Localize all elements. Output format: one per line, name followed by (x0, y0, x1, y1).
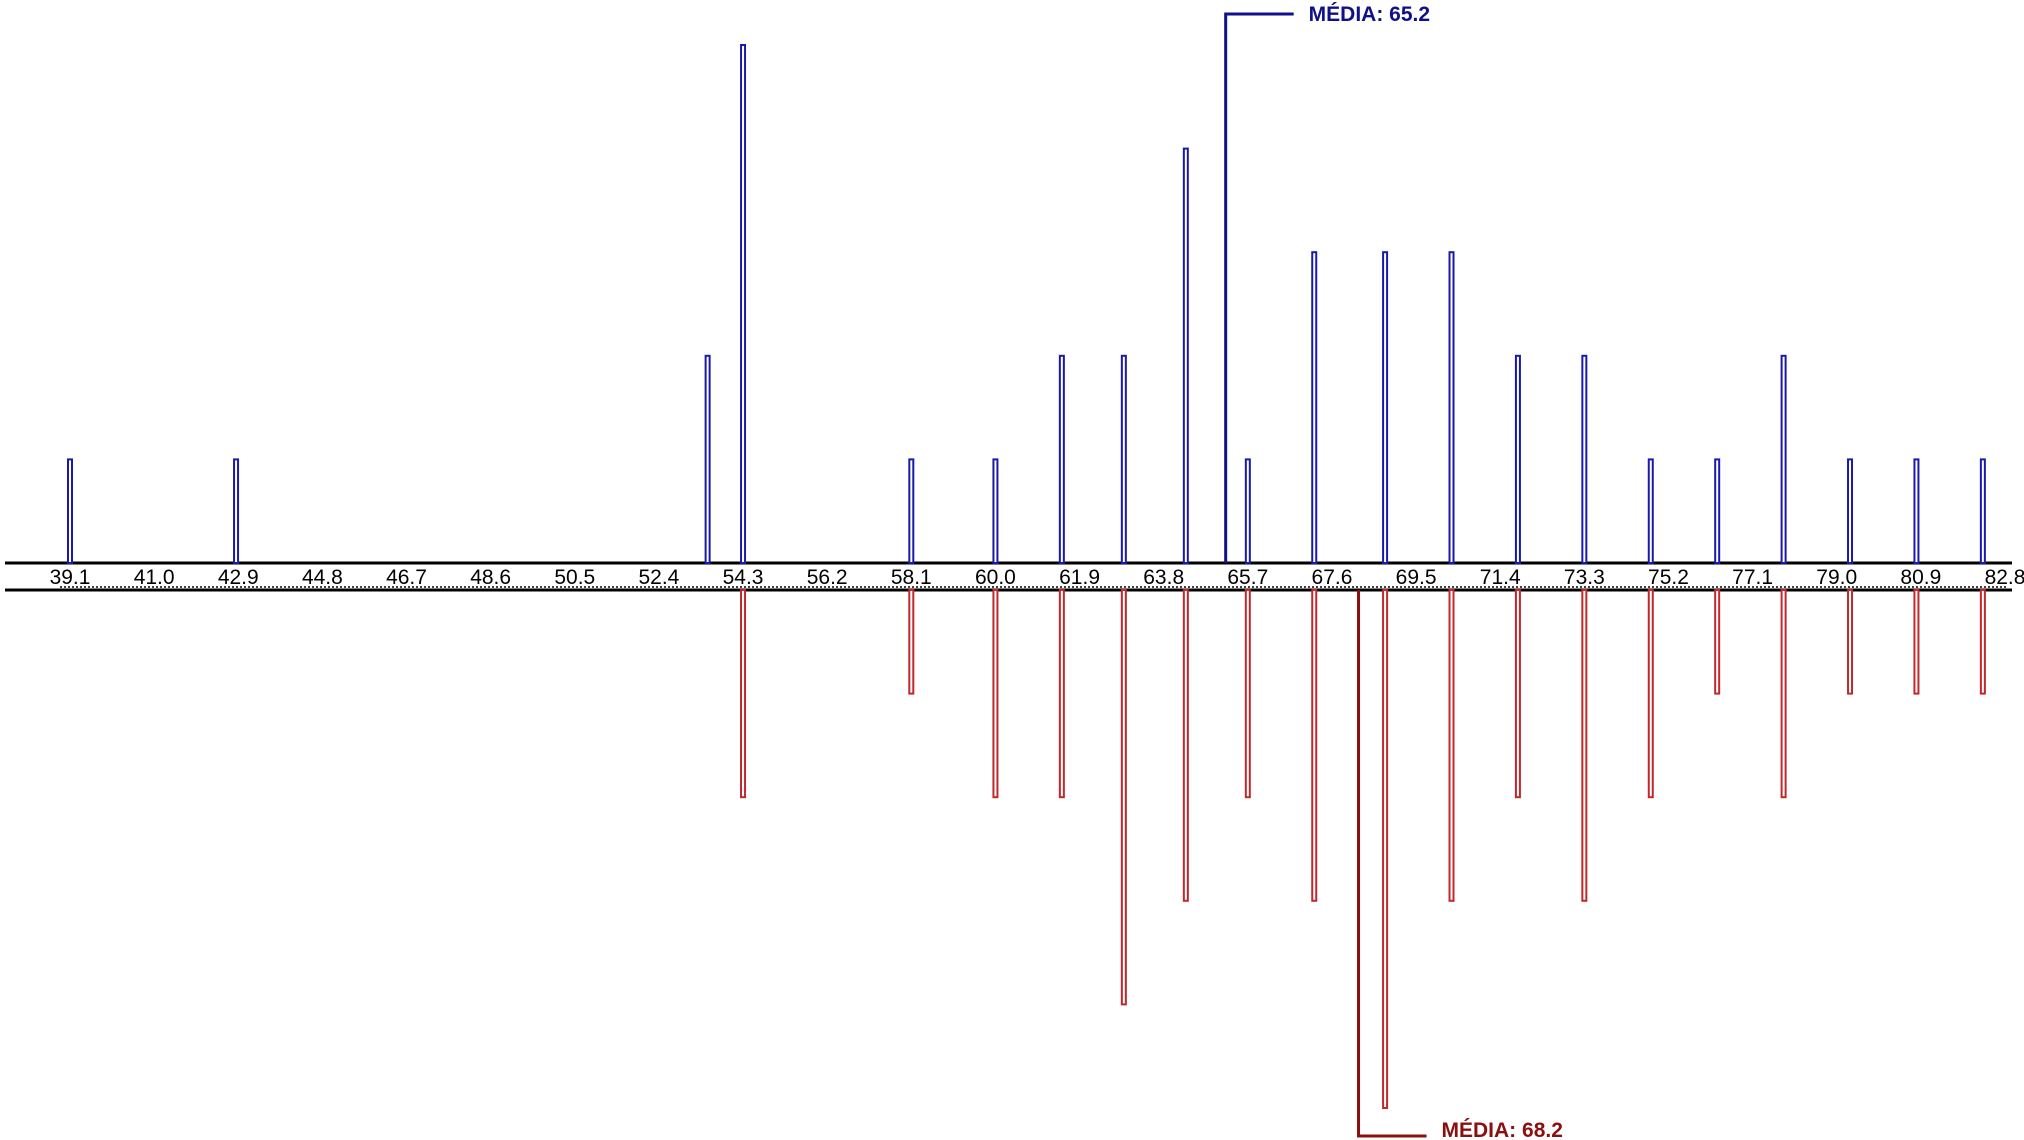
bar-bottom-series (1120, 589, 1127, 1006)
mean-marker-bottom-line (1357, 590, 1427, 1138)
bar-bottom-series (1182, 589, 1189, 902)
x-tick-label: 67.6 (1312, 566, 1353, 589)
x-tick-label: 54.3 (723, 566, 764, 589)
x-tick-label: 46.7 (386, 566, 427, 589)
x-tick-label: 75.2 (1648, 566, 1689, 589)
bar-top-series (1120, 354, 1127, 564)
tick-labels-layer: 39.1 41.0 42.9 44.8 46.7 48.6 50.5 52.4 54.3 56.2… (50, 566, 2024, 589)
mean-marker-top-line (1224, 12, 1294, 563)
bar-top-series (1979, 458, 1986, 564)
bar-top-series (992, 458, 999, 564)
bars-layer (67, 44, 1986, 1109)
bar-bottom-series (1058, 589, 1065, 799)
x-tick-label: 41.0 (134, 566, 175, 589)
x-tick-label: 71.4 (1480, 566, 1521, 589)
bar-bottom-series (908, 589, 915, 695)
bar-bottom-series (1979, 589, 1986, 695)
x-tick-label: 39.1 (50, 566, 91, 589)
bar-top-series (1244, 458, 1251, 564)
bar-top-series (1382, 251, 1389, 564)
bar-top-series (1647, 458, 1654, 564)
mean-markers-layer: MÉDIA: 65.2 MÉDIA: 68.2 (1224, 3, 1563, 1140)
bar-top-series (1311, 251, 1318, 564)
x-tick-label: 50.5 (554, 566, 595, 589)
bar-bottom-series (1714, 589, 1721, 695)
bar-bottom-series (740, 589, 747, 799)
x-tick-label: 44.8 (302, 566, 343, 589)
bar-top-series (233, 458, 240, 564)
bar-top-series (1714, 458, 1721, 564)
bar-top-series (1581, 354, 1588, 564)
x-tick-label: 52.4 (638, 566, 679, 589)
bar-bottom-series (1847, 589, 1854, 695)
bar-top-series (1448, 251, 1455, 564)
bar-bottom-series (1913, 589, 1920, 695)
bar-bottom-series (1647, 589, 1654, 799)
x-tick-label: 82.8 (1985, 566, 2024, 589)
mean-label-top: MÉDIA: 65.2 (1309, 3, 1430, 26)
x-tick-label: 80.9 (1900, 566, 1941, 589)
x-tick-label: 65.7 (1227, 566, 1268, 589)
bar-top-series (1514, 354, 1521, 564)
bar-top-series (704, 354, 711, 564)
bar-top-series (1780, 354, 1787, 564)
x-tick-label: 79.0 (1816, 566, 1857, 589)
bar-bottom-series (992, 589, 999, 799)
bar-bottom-series (1311, 589, 1318, 902)
bar-bottom-series (1382, 589, 1389, 1109)
bar-top-series (740, 44, 747, 564)
x-tick-label: 63.8 (1143, 566, 1184, 589)
bar-top-series (1182, 147, 1189, 564)
x-tick-label: 56.2 (807, 566, 848, 589)
x-tick-label: 42.9 (218, 566, 259, 589)
x-tick-label: 60.0 (975, 566, 1016, 589)
x-tick-label: 61.9 (1059, 566, 1100, 589)
bar-top-series (1847, 458, 1854, 564)
x-tick-label: 77.1 (1732, 566, 1773, 589)
x-tick-label: 69.5 (1396, 566, 1437, 589)
bar-top-series (908, 458, 915, 564)
x-tick-label: 58.1 (891, 566, 932, 589)
bar-top-series (67, 458, 73, 564)
bar-top-series (1058, 354, 1065, 564)
x-tick-label: 73.3 (1564, 566, 1605, 589)
bar-top-series (1913, 458, 1920, 564)
bar-bottom-series (1514, 589, 1521, 799)
bar-bottom-series (1244, 589, 1251, 799)
mean-label-bottom: MÉDIA: 68.2 (1442, 1119, 1563, 1140)
axis-layer (5, 561, 2012, 592)
bar-bottom-series (1448, 589, 1455, 902)
bar-bottom-series (1780, 589, 1787, 799)
bar-bottom-series (1581, 589, 1588, 902)
x-tick-label: 48.6 (470, 566, 511, 589)
